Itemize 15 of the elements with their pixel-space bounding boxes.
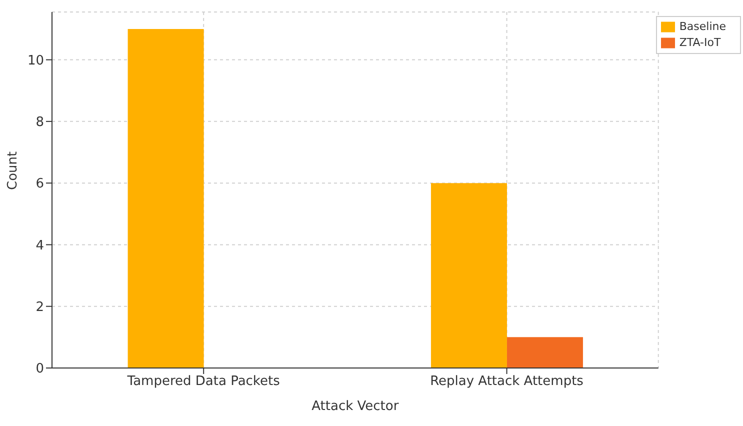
y-tick-label: 4 <box>36 238 44 254</box>
legend-label: ZTA-IoT <box>679 36 721 49</box>
y-tick-label: 10 <box>27 53 44 68</box>
x-axis-title: Attack Vector <box>312 399 400 414</box>
y-tick-label: 8 <box>36 115 44 130</box>
legend-label: Baseline <box>679 20 726 33</box>
x-tick-label: Replay Attack Attempts <box>430 374 584 390</box>
bar <box>506 337 583 368</box>
bar <box>128 28 204 368</box>
y-tick-label: 6 <box>36 176 44 192</box>
y-tick-label: 2 <box>36 300 44 315</box>
y-axis-title: Count <box>6 151 21 190</box>
bar <box>430 183 507 368</box>
y-tick-label: 0 <box>36 362 44 377</box>
x-tick-label: Tampered Data Packets <box>126 374 280 390</box>
